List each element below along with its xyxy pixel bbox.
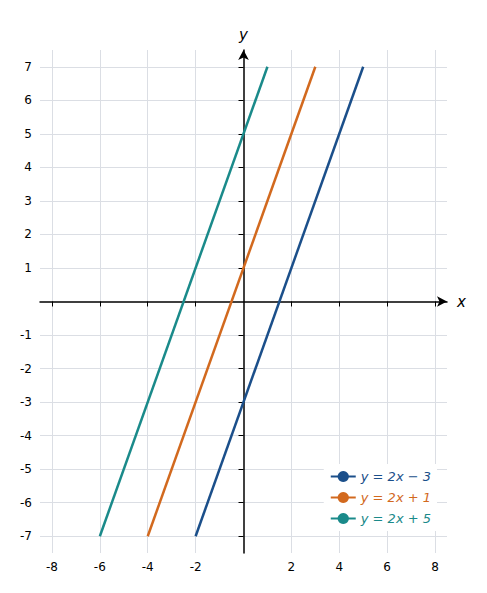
svg-text:-8: -8 (46, 560, 58, 574)
svg-text:-5: -5 (20, 462, 32, 476)
svg-text:-6: -6 (94, 560, 106, 574)
svg-text:-4: -4 (142, 560, 154, 574)
svg-text:-2: -2 (190, 560, 202, 574)
svg-text:-3: -3 (20, 395, 32, 409)
svg-text:8: 8 (431, 560, 439, 574)
svg-text:4: 4 (335, 560, 343, 574)
svg-text:2: 2 (24, 227, 32, 241)
svg-text:-7: -7 (20, 529, 32, 543)
svg-text:-4: -4 (20, 429, 32, 443)
svg-text:x: x (456, 293, 466, 311)
svg-text:1: 1 (24, 261, 32, 275)
svg-text:-2: -2 (20, 362, 32, 376)
svg-text:y = 2x + 5: y = 2x + 5 (360, 511, 431, 526)
svg-text:4: 4 (24, 160, 32, 174)
svg-text:3: 3 (24, 194, 32, 208)
svg-text:2: 2 (288, 560, 296, 574)
svg-text:7: 7 (24, 60, 32, 74)
svg-text:6: 6 (24, 93, 32, 107)
svg-text:-6: -6 (20, 496, 32, 510)
svg-text:5: 5 (24, 127, 32, 141)
svg-text:y: y (238, 26, 249, 44)
svg-text:y = 2x − 3: y = 2x − 3 (360, 469, 431, 484)
svg-text:-1: -1 (20, 328, 32, 342)
svg-text:y = 2x + 1: y = 2x + 1 (360, 490, 431, 505)
svg-text:6: 6 (383, 560, 391, 574)
